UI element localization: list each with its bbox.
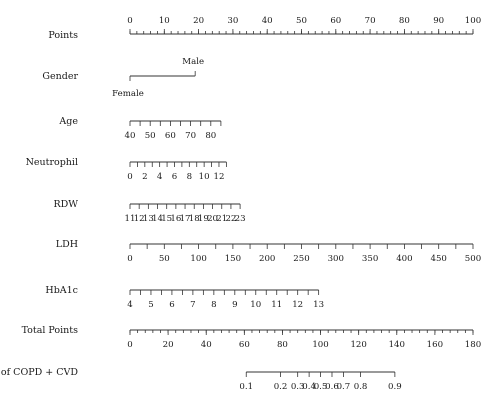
tick-label: 450 bbox=[430, 254, 446, 264]
tick-label: 4 bbox=[157, 172, 163, 182]
tick-label: 160 bbox=[427, 340, 443, 350]
category-label-female: Female bbox=[112, 89, 144, 99]
tick-label: 0.5 bbox=[314, 382, 328, 392]
tick-label: 60 bbox=[330, 16, 341, 26]
tick-label: 13 bbox=[143, 214, 154, 224]
row-label: Neutrophil bbox=[26, 157, 78, 168]
tick-label: 120 bbox=[350, 340, 366, 350]
tick-label: 60 bbox=[165, 131, 176, 141]
tick-label: 80 bbox=[205, 131, 216, 141]
tick-label: 0 bbox=[127, 340, 132, 350]
tick-label: 0.6 bbox=[325, 382, 339, 392]
row-label: Age bbox=[58, 116, 78, 127]
tick-label: 8 bbox=[211, 300, 216, 310]
row-age: Age 40 50 60 70 80 bbox=[58, 116, 222, 141]
tick-label: 40 bbox=[125, 131, 136, 141]
tick-label: 21 bbox=[216, 214, 227, 224]
tick-label: 2 bbox=[142, 172, 147, 182]
row-hba1c: HbA1c 4 5 6 7 8 9 10 11 12 13 bbox=[45, 285, 324, 310]
category-label-male: Male bbox=[182, 57, 204, 67]
tick-label: 14 bbox=[152, 214, 163, 224]
tick-label: 19 bbox=[198, 214, 209, 224]
tick-label: 17 bbox=[180, 214, 191, 224]
row-points: Points 0 10 20 30 40 50 60 70 80 90 100 bbox=[48, 16, 481, 41]
tick-label: 400 bbox=[396, 254, 412, 264]
tick-label: 13 bbox=[313, 300, 324, 310]
tick-label: 0.7 bbox=[337, 382, 351, 392]
tick-label: 6 bbox=[172, 172, 177, 182]
tick-label: 200 bbox=[259, 254, 275, 264]
tick-label: 0.1 bbox=[239, 382, 253, 392]
tick-label: 150 bbox=[225, 254, 241, 264]
tick-label: 250 bbox=[293, 254, 309, 264]
row-neutrophil: Neutrophil 0 2 4 6 8 10 12 bbox=[26, 157, 227, 182]
tick-label: 11 bbox=[271, 300, 282, 310]
tick-label: 350 bbox=[362, 254, 378, 264]
tick-label: 40 bbox=[262, 16, 273, 26]
tick-label: 180 bbox=[465, 340, 481, 350]
tick-label: 18 bbox=[189, 214, 200, 224]
tick-label: 8 bbox=[187, 172, 192, 182]
row-ldh: LDH 0 50 100 150 200 250 300 350 400 450 500 bbox=[56, 239, 481, 264]
tick-label: 80 bbox=[277, 340, 288, 350]
row-risk-of-copd-cvd: Risk of COPD + CVD0.10.20.30.40.50.60.70… bbox=[0, 367, 402, 392]
tick-label: 0.8 bbox=[354, 382, 368, 392]
tick-label: 12 bbox=[134, 214, 145, 224]
tick-label: 6 bbox=[169, 300, 174, 310]
tick-label: 12 bbox=[214, 172, 225, 182]
row-label: Gender bbox=[42, 71, 78, 82]
tick-label: 0.4 bbox=[302, 382, 316, 392]
tick-label: 11 bbox=[125, 214, 136, 224]
tick-label: 50 bbox=[296, 16, 307, 26]
tick-label: 70 bbox=[365, 16, 376, 26]
tick-label: 22 bbox=[225, 214, 236, 224]
row-label: Risk of COPD + CVD bbox=[0, 367, 78, 378]
tick-label: 20 bbox=[163, 340, 174, 350]
tick-label: 90 bbox=[433, 16, 444, 26]
tick-label: 10 bbox=[159, 16, 170, 26]
row-label: Total Points bbox=[22, 325, 79, 336]
tick-label: 0 bbox=[127, 172, 132, 182]
tick-label: 60 bbox=[239, 340, 250, 350]
row-gender: Gender Female Male bbox=[42, 57, 204, 99]
tick-label: 50 bbox=[159, 254, 170, 264]
tick-label: 7 bbox=[190, 300, 195, 310]
tick-label: 100 bbox=[190, 254, 206, 264]
tick-label: 20 bbox=[193, 16, 204, 26]
tick-label: 50 bbox=[145, 131, 156, 141]
tick-label: 100 bbox=[465, 16, 481, 26]
tick-label: 20 bbox=[207, 214, 218, 224]
tick-label: 0.2 bbox=[274, 382, 288, 392]
row-label: Points bbox=[48, 30, 78, 41]
tick-label: 80 bbox=[399, 16, 410, 26]
row-label: LDH bbox=[56, 239, 78, 250]
row-total-points: Total Points 0 20 40 60 80 100 120 140 160 180 bbox=[22, 325, 482, 350]
tick-label: 70 bbox=[185, 131, 196, 141]
tick-label: 0.9 bbox=[388, 382, 402, 392]
tick-label: 0 bbox=[127, 254, 132, 264]
tick-label: 10 bbox=[199, 172, 210, 182]
tick-label: 300 bbox=[328, 254, 344, 264]
tick-label: 0.3 bbox=[291, 382, 305, 392]
tick-label: 16 bbox=[170, 214, 181, 224]
tick-label: 100 bbox=[312, 340, 328, 350]
tick-label: 9 bbox=[232, 300, 237, 310]
tick-label: 30 bbox=[227, 16, 238, 26]
tick-label: 23 bbox=[235, 214, 246, 224]
row-label: RDW bbox=[53, 199, 78, 210]
tick-label: 10 bbox=[250, 300, 261, 310]
tick-label: 5 bbox=[148, 300, 153, 310]
tick-label: 15 bbox=[161, 214, 172, 224]
tick-label: 4 bbox=[127, 300, 133, 310]
tick-label: 0 bbox=[127, 16, 132, 26]
row-label: HbA1c bbox=[45, 285, 78, 296]
tick-label: 12 bbox=[292, 300, 303, 310]
tick-label: 500 bbox=[465, 254, 481, 264]
tick-label: 40 bbox=[201, 340, 212, 350]
tick-label: 140 bbox=[389, 340, 405, 350]
